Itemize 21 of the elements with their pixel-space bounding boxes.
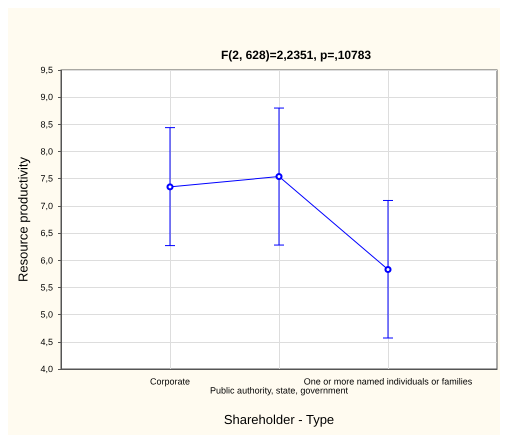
y-tick-label: 4,0 bbox=[40, 364, 53, 374]
y-tick-label: 7,0 bbox=[40, 200, 53, 211]
point bbox=[276, 173, 282, 180]
x-axis-title: Shareholder - Type bbox=[224, 412, 334, 427]
y-axis-title: Resource productivity bbox=[16, 156, 31, 282]
point bbox=[166, 183, 174, 190]
y-tick-label: 6,5 bbox=[40, 228, 53, 238]
y-tick-label: 8,5 bbox=[40, 119, 53, 130]
y-tick-label: 9,0 bbox=[40, 92, 53, 102]
y-tick-label: 5,5 bbox=[40, 282, 53, 292]
point bbox=[384, 266, 392, 274]
x-tick-label: Corporate bbox=[150, 376, 190, 386]
chart-title: F(2, 628)=2,2351, p=,10783 bbox=[220, 48, 372, 62]
y-tick-label: 4,5 bbox=[40, 336, 53, 347]
y-tick-label: 5,0 bbox=[40, 310, 53, 320]
x-tick-label: One or more named individuals or families bbox=[304, 376, 473, 386]
y-tick-label: 9,5 bbox=[40, 65, 53, 75]
y-tick-label: 6,0 bbox=[40, 255, 53, 266]
y-tick-label: 7,5 bbox=[40, 174, 53, 184]
x-tick-label: Public authority, state, government bbox=[210, 386, 348, 396]
y-tick-label: 8,0 bbox=[40, 146, 53, 157]
